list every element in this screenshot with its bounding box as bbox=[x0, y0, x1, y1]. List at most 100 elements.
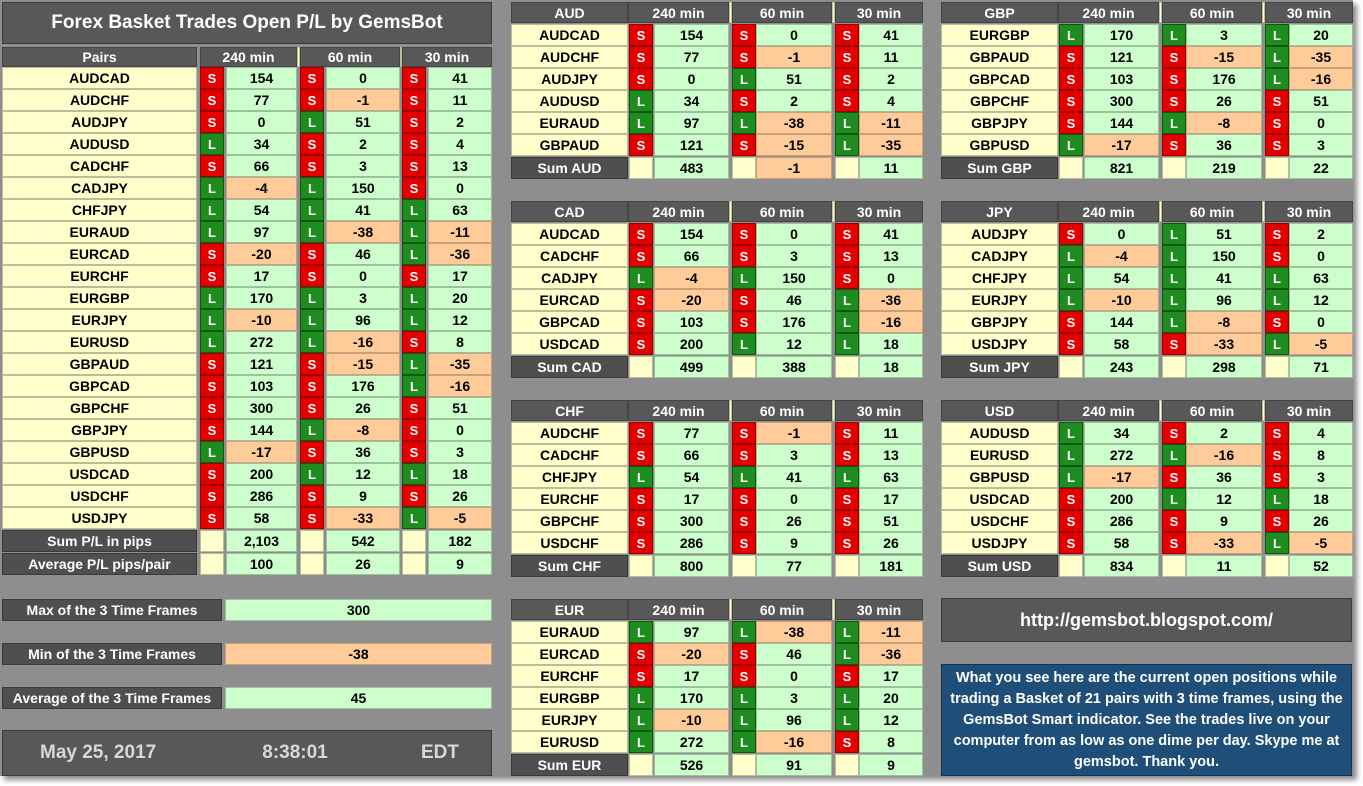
pl-value: 97 bbox=[654, 112, 729, 134]
signal-badge: S bbox=[732, 665, 756, 687]
pl-value: 66 bbox=[654, 245, 729, 267]
pl-value: 272 bbox=[226, 331, 297, 353]
pl-value: 154 bbox=[654, 24, 729, 46]
pl-value: 176 bbox=[756, 311, 832, 333]
signal-badge: L bbox=[402, 221, 426, 243]
pl-value: 154 bbox=[654, 223, 729, 245]
pl-value: 18 bbox=[428, 463, 492, 485]
signal-badge: S bbox=[402, 397, 426, 419]
currency-sum-value: 22 bbox=[1289, 157, 1353, 179]
pl-value: 3 bbox=[1186, 24, 1262, 46]
signal-badge: S bbox=[1265, 422, 1289, 444]
pl-value: -35 bbox=[859, 134, 923, 156]
pair-label: AUDCAD bbox=[511, 24, 628, 46]
signal-badge: L bbox=[835, 134, 859, 156]
pl-value: 20 bbox=[859, 687, 923, 709]
signal-badge: S bbox=[835, 532, 859, 554]
spacer-cell bbox=[1162, 356, 1186, 378]
signal-badge: S bbox=[732, 223, 756, 245]
pl-value: 26 bbox=[1186, 90, 1262, 112]
pl-value: -4 bbox=[1084, 245, 1159, 267]
pl-value: -17 bbox=[1084, 134, 1159, 156]
stat-value: -38 bbox=[225, 643, 492, 665]
pair-label: EURGBP bbox=[511, 687, 628, 709]
pl-value: 286 bbox=[654, 532, 729, 554]
currency-sum-value: 388 bbox=[756, 356, 832, 378]
spacer-cell bbox=[732, 555, 756, 577]
signal-badge: L bbox=[1162, 112, 1186, 134]
pl-value: 3 bbox=[756, 245, 832, 267]
pl-value: -17 bbox=[226, 441, 297, 463]
signal-badge: S bbox=[300, 67, 324, 89]
pl-value: 51 bbox=[326, 111, 400, 133]
signal-badge: L bbox=[300, 199, 324, 221]
pl-value: 170 bbox=[654, 687, 729, 709]
pl-value: 154 bbox=[226, 67, 297, 89]
signal-badge: S bbox=[732, 245, 756, 267]
separator bbox=[1262, 201, 1265, 222]
signal-badge: L bbox=[732, 267, 756, 289]
pl-value: -8 bbox=[326, 419, 400, 441]
pl-value: 41 bbox=[859, 24, 923, 46]
signal-badge: S bbox=[835, 223, 859, 245]
pl-value: 4 bbox=[428, 133, 492, 155]
signal-badge: L bbox=[1059, 466, 1083, 488]
currency-header: JPY bbox=[941, 201, 1058, 222]
signal-badge: L bbox=[629, 90, 653, 112]
signal-badge: S bbox=[732, 46, 756, 68]
pl-value: -33 bbox=[1186, 333, 1262, 355]
signal-badge: L bbox=[402, 309, 426, 331]
pl-value: 0 bbox=[326, 265, 400, 287]
signal-badge: S bbox=[402, 177, 426, 199]
signal-badge: L bbox=[1265, 333, 1289, 355]
sum-value: 182 bbox=[428, 530, 492, 552]
signal-badge: S bbox=[835, 510, 859, 532]
blog-link[interactable]: http://gemsbot.blogspot.com/ bbox=[941, 598, 1352, 642]
pl-value: 8 bbox=[1289, 444, 1353, 466]
signal-badge: L bbox=[1265, 289, 1289, 311]
signal-badge: S bbox=[629, 444, 653, 466]
signal-badge: S bbox=[200, 67, 224, 89]
currency-sum-value: 11 bbox=[1186, 555, 1262, 577]
signal-badge: L bbox=[1162, 245, 1186, 267]
pl-value: 13 bbox=[859, 444, 923, 466]
pl-value: 2 bbox=[756, 90, 832, 112]
currency-header: GBP bbox=[941, 2, 1058, 23]
signal-badge: S bbox=[732, 444, 756, 466]
signal-badge: S bbox=[629, 311, 653, 333]
signal-badge: S bbox=[402, 111, 426, 133]
pl-value: 41 bbox=[756, 466, 832, 488]
spacer-cell bbox=[835, 754, 859, 776]
pl-value: 0 bbox=[756, 24, 832, 46]
pair-label: EURJPY bbox=[511, 709, 628, 731]
pair-label: EURCHF bbox=[511, 488, 628, 510]
signal-badge: L bbox=[629, 466, 653, 488]
pair-label: EURGBP bbox=[2, 287, 197, 309]
signal-badge: L bbox=[200, 199, 224, 221]
pl-value: 51 bbox=[428, 397, 492, 419]
signal-badge: L bbox=[200, 331, 224, 353]
signal-badge: S bbox=[835, 68, 859, 90]
pl-value: 96 bbox=[756, 709, 832, 731]
signal-badge: S bbox=[300, 397, 324, 419]
spacer-cell bbox=[732, 157, 756, 179]
pl-value: -8 bbox=[1186, 112, 1262, 134]
pl-value: -15 bbox=[326, 353, 400, 375]
separator bbox=[1159, 2, 1162, 23]
pair-label: GBPUSD bbox=[941, 134, 1058, 156]
pair-label: USDCAD bbox=[941, 488, 1058, 510]
pair-label: CHFJPY bbox=[511, 466, 628, 488]
signal-badge: S bbox=[629, 422, 653, 444]
avg-value: 100 bbox=[226, 553, 297, 575]
signal-badge: S bbox=[1265, 245, 1289, 267]
currency-sum-value: 483 bbox=[654, 157, 729, 179]
spacer-cell bbox=[629, 754, 653, 776]
pair-label: USDCAD bbox=[2, 463, 197, 485]
pl-value: 286 bbox=[1084, 510, 1159, 532]
pl-value: 0 bbox=[756, 223, 832, 245]
pair-label: USDCHF bbox=[511, 532, 628, 554]
signal-badge: S bbox=[402, 89, 426, 111]
pl-value: 0 bbox=[428, 419, 492, 441]
pair-label: AUDJPY bbox=[2, 111, 197, 133]
pl-value: 0 bbox=[654, 68, 729, 90]
